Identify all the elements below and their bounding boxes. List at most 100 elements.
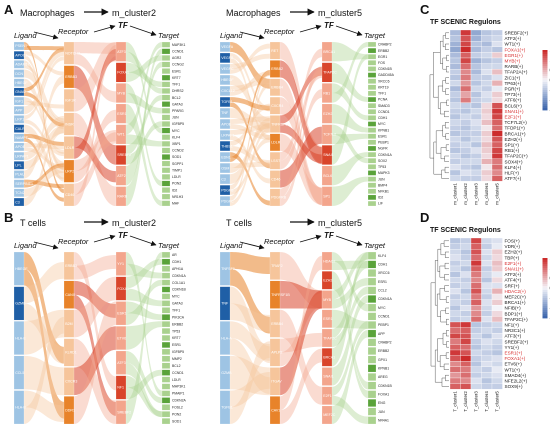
heatmap-cell (449, 74, 461, 81)
heatmap-cell (470, 147, 482, 154)
node (367, 373, 377, 381)
node-label: BMP4 (378, 183, 387, 187)
ribbon (126, 93, 162, 114)
heatmap-cell (481, 80, 493, 87)
node-label: CDKN1A (378, 297, 392, 301)
node-label: PON2 (172, 182, 181, 186)
node (269, 133, 281, 152)
node (115, 145, 127, 165)
ribbon (280, 48, 322, 161)
ribbon (126, 362, 162, 418)
node-label: AREG (378, 375, 388, 379)
node-label: CDH1 (378, 116, 387, 120)
source-cell-type: Macrophages (20, 8, 75, 18)
heatmap-cell (481, 141, 493, 148)
ribbon (230, 53, 270, 69)
node (219, 174, 231, 185)
heatmap-cell (449, 69, 461, 75)
ribbon (24, 303, 64, 364)
node (161, 314, 171, 321)
node (161, 107, 171, 114)
row-label: TFAP2C(+) (505, 317, 529, 322)
heatmap-cell (481, 35, 493, 42)
node-label: CDH1 (378, 263, 387, 267)
node-label: GZMB (15, 302, 26, 306)
receptor-header: Receptor (58, 27, 89, 36)
ribbons (230, 42, 368, 206)
row-label: PGR(+) (505, 86, 521, 91)
ribbon (126, 103, 162, 206)
node (269, 152, 281, 170)
node-label: PLAU (15, 173, 25, 177)
heatmap-cell (491, 260, 503, 267)
ribbon (24, 137, 64, 202)
heatmap-cell (460, 333, 472, 339)
column-headers: Ligand Receptor TF Target (220, 231, 386, 250)
ribbon (332, 133, 368, 145)
ribbon (74, 252, 116, 391)
node-label: MAF (172, 201, 179, 205)
tf-header: TF (324, 231, 335, 240)
node-label: CCND1 (378, 110, 390, 114)
node (367, 84, 377, 90)
node (367, 158, 377, 164)
row-label: E2F1(+) (505, 114, 522, 119)
node (367, 133, 377, 139)
node (13, 188, 25, 197)
node-label: AGR2 (172, 56, 181, 60)
node-label: DHRS2 (172, 89, 184, 93)
receptor-header: Receptor (264, 27, 295, 36)
heatmap-cell (481, 355, 493, 362)
heatmap-cell (460, 119, 472, 126)
ribbon (24, 309, 64, 355)
node-label: MYC (378, 122, 386, 126)
node-label: FOXA1 (117, 71, 129, 75)
ribbon (24, 252, 64, 364)
heatmap-cell (460, 69, 472, 75)
node-label: BCL6 (323, 174, 332, 178)
heatmap-cell (470, 41, 482, 47)
node (367, 152, 377, 158)
node (13, 124, 25, 133)
heatmap-cell (460, 293, 472, 300)
node (269, 280, 281, 309)
heatmap-c: TF SCENIC Regulons SREBF2(+)ATF2(+)WT1(+)… (429, 19, 550, 205)
heatmap-cell (449, 46, 461, 53)
flow-arrow (335, 235, 363, 246)
node (63, 280, 75, 309)
node (161, 127, 171, 134)
heatmap-cell (470, 46, 482, 53)
node-label: WT1 (117, 133, 125, 137)
heatmap-cell (481, 153, 493, 159)
heatmap-cell (449, 372, 461, 379)
node (367, 355, 377, 364)
node-label: PCNA (378, 98, 388, 102)
heatmap-cell (491, 321, 503, 328)
sankey-header: Macrophages m_cluster5 (226, 8, 362, 18)
node-label: CD46 (271, 177, 280, 181)
heatmap-cell (449, 113, 461, 120)
node-label: PPARG (172, 109, 184, 113)
node-column: HBEGF GZMB HLA-E CCL5 HLA-B (13, 251, 28, 425)
node (13, 321, 25, 355)
node (161, 174, 171, 180)
node-column: HDAC2 EZH2 MYB ESR1 TFAP2C BRCA1 SNAI1 E2F1 MEF2… (321, 251, 337, 425)
heatmap-cell (470, 243, 482, 250)
node-label: JUN (378, 410, 385, 414)
node (13, 355, 25, 390)
target-cluster: m_cluster5 (318, 8, 362, 18)
node-label: ERBB2 (172, 322, 183, 326)
node (161, 41, 171, 48)
heatmap-cell (491, 57, 503, 64)
heatmap-cell (449, 333, 461, 339)
node (161, 94, 171, 101)
heatmap-cell (491, 85, 503, 92)
node-label: BRCA1 (323, 50, 335, 54)
heatmap-cell (481, 108, 493, 115)
row-label: BDP1(+) (505, 311, 523, 316)
ribbon (230, 70, 270, 202)
node-label: CCL5 (15, 371, 24, 375)
node-label: DDR1 (65, 408, 75, 412)
node-label: KRT19 (378, 85, 389, 89)
ribbon (230, 286, 270, 364)
